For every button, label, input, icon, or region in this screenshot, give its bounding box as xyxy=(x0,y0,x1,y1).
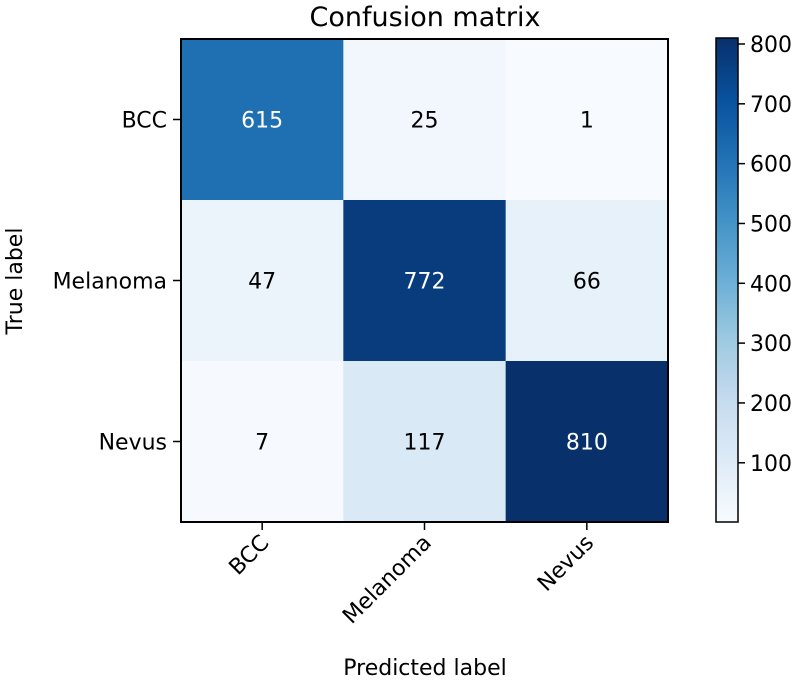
heatmap-cell xyxy=(181,39,344,201)
x-axis-ticks: BCC Melanoma Nevus xyxy=(225,522,599,629)
cell-value-label: 1 xyxy=(580,109,594,134)
cell-value-label: 117 xyxy=(404,431,446,456)
cell-value-label: 810 xyxy=(566,431,608,456)
colorbar-tick-label: 400 xyxy=(750,272,792,297)
heatmap-cell xyxy=(505,361,669,523)
colorbar xyxy=(715,37,739,523)
cell-value-label: 772 xyxy=(404,270,446,295)
heatmap-cell xyxy=(505,200,669,362)
heatmap-cells xyxy=(181,39,669,523)
colorbar-tick-label: 500 xyxy=(750,212,792,237)
y-tick-label: Nevus xyxy=(99,431,167,456)
heatmap-cell xyxy=(181,361,344,523)
colorbar-tick-label: 100 xyxy=(750,452,792,477)
x-tick-label: Melanoma xyxy=(338,531,437,630)
x-axis-label: Predicted label xyxy=(343,656,506,681)
heatmap-cell xyxy=(181,200,344,362)
cell-value-label: 47 xyxy=(248,270,276,295)
y-tick-label: BCC xyxy=(122,109,167,134)
colorbar-ticks: 100 200 300 400 500 600 700 800 xyxy=(738,33,792,477)
y-tick-label: Melanoma xyxy=(53,270,167,295)
heatmap-cell xyxy=(343,39,507,201)
colorbar-tick-label: 600 xyxy=(750,153,792,178)
heatmap-cell xyxy=(343,361,507,523)
cell-value-label: 25 xyxy=(411,109,439,134)
cell-value-labels: 615 25 1 47 772 66 7 117 810 xyxy=(241,109,608,456)
colorbar-tick-label: 700 xyxy=(750,93,792,118)
heatmap-cell xyxy=(505,39,669,201)
y-axis-label: True label xyxy=(3,228,28,336)
colorbar-tick-label: 300 xyxy=(750,332,792,357)
heatmap-cell xyxy=(343,200,507,362)
colorbar-tick-label: 200 xyxy=(750,392,792,417)
cell-value-label: 7 xyxy=(255,431,269,456)
chart-title: Confusion matrix xyxy=(310,2,541,33)
x-tick-label: BCC xyxy=(225,531,275,581)
colorbar-tick-label: 800 xyxy=(750,33,792,58)
x-tick-label: Nevus xyxy=(533,531,599,597)
cell-value-label: 66 xyxy=(573,270,601,295)
y-axis-ticks: BCC Melanoma Nevus xyxy=(53,109,181,456)
cell-value-label: 615 xyxy=(241,109,283,134)
